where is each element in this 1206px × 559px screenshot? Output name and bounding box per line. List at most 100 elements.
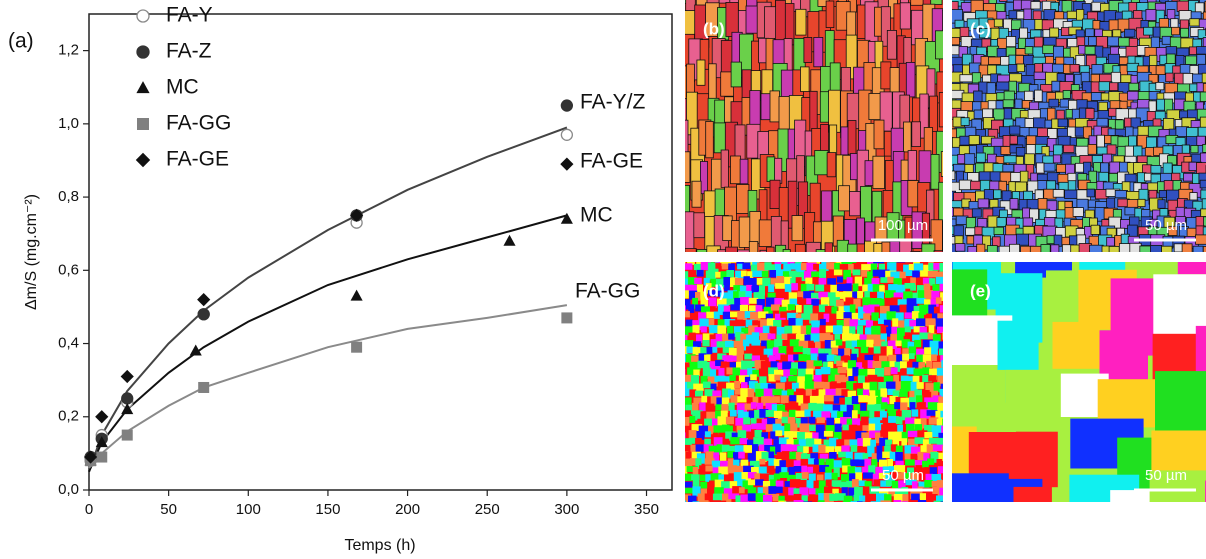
grain — [836, 311, 846, 319]
grain — [687, 367, 694, 376]
grain — [810, 333, 820, 343]
grain — [1167, 225, 1178, 236]
grain — [715, 263, 722, 269]
grain — [940, 501, 943, 502]
grain — [813, 375, 825, 385]
grain — [825, 325, 833, 333]
grain — [798, 361, 807, 372]
grain — [933, 306, 942, 318]
grain — [895, 416, 903, 425]
grain — [692, 501, 700, 502]
grain — [780, 311, 787, 318]
grain — [897, 424, 903, 434]
grain — [775, 480, 784, 488]
grain — [813, 480, 821, 487]
grain — [879, 313, 889, 321]
grain — [964, 163, 974, 173]
grain — [690, 375, 700, 386]
grain — [823, 404, 833, 413]
grain — [882, 417, 890, 424]
grain — [689, 458, 699, 466]
data-point — [189, 344, 202, 356]
grain — [836, 276, 843, 283]
grain — [935, 297, 942, 304]
grain — [793, 488, 803, 500]
grain — [1029, 245, 1042, 252]
grain — [901, 438, 908, 446]
grain — [752, 396, 759, 407]
grain — [942, 220, 943, 252]
grain — [819, 333, 831, 342]
grain — [927, 271, 938, 278]
grain — [860, 416, 869, 423]
grain — [685, 487, 696, 494]
grain — [932, 313, 942, 321]
grain — [931, 425, 943, 436]
grain — [764, 6, 777, 44]
grain — [888, 0, 898, 19]
grain — [880, 480, 891, 487]
grain — [904, 473, 916, 479]
grain — [800, 262, 808, 271]
grain — [787, 417, 795, 426]
grain — [774, 157, 783, 184]
grain — [1024, 90, 1034, 101]
grain — [852, 367, 859, 377]
grain — [857, 388, 864, 400]
grain — [923, 283, 931, 294]
grain — [689, 290, 698, 300]
grain — [712, 432, 719, 441]
grain — [936, 271, 943, 278]
grain — [781, 262, 791, 264]
grain — [841, 431, 849, 443]
grain — [782, 249, 791, 252]
grain — [952, 64, 964, 73]
grain — [936, 459, 943, 468]
grain — [749, 90, 761, 126]
grain — [760, 319, 768, 328]
grain — [742, 424, 751, 432]
grain — [714, 375, 726, 382]
grain — [873, 355, 880, 367]
grain — [929, 368, 937, 380]
grain — [861, 264, 872, 271]
grain — [920, 418, 927, 429]
grain — [693, 383, 704, 391]
grain — [685, 346, 688, 356]
grain — [775, 0, 786, 43]
grain — [912, 481, 918, 492]
grain — [797, 368, 807, 377]
grain — [685, 438, 692, 449]
grain — [740, 369, 749, 378]
grain — [841, 458, 852, 469]
grain — [745, 5, 759, 34]
grain — [702, 381, 711, 389]
grain — [821, 374, 831, 383]
grain — [692, 479, 700, 487]
grain — [720, 149, 729, 188]
grain — [709, 325, 720, 334]
grain — [696, 269, 704, 277]
grain — [899, 304, 908, 312]
grain — [721, 404, 729, 413]
grain — [883, 375, 893, 382]
grain — [818, 432, 827, 440]
grain — [919, 473, 927, 482]
grain — [752, 320, 758, 330]
grain — [695, 438, 702, 445]
grain — [702, 333, 714, 343]
grain — [908, 438, 919, 449]
grain — [826, 270, 834, 281]
grain — [889, 67, 901, 95]
grain — [836, 239, 850, 252]
grain — [734, 297, 743, 306]
grain — [766, 246, 775, 252]
grain — [707, 488, 717, 495]
grain — [971, 208, 982, 218]
grain — [874, 306, 883, 316]
grain — [909, 320, 921, 327]
grain — [685, 444, 691, 456]
grain — [943, 255, 951, 261]
grain — [766, 318, 775, 328]
grain — [824, 284, 832, 296]
